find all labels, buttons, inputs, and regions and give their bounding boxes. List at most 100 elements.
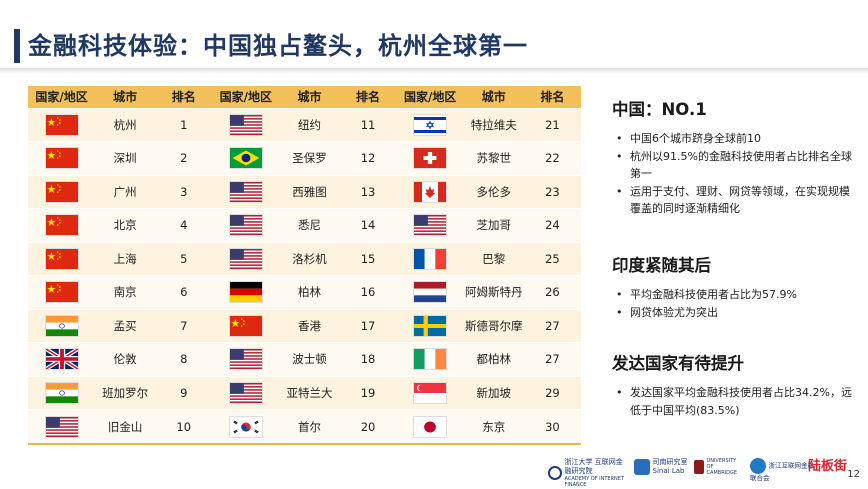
zju-logo-text-en: ACADEMY OF INTERNET FINANCE (564, 476, 625, 488)
rank-cell: 17 (339, 308, 397, 343)
zju-emblem-icon (548, 466, 562, 480)
city-cell: 北京 (95, 208, 156, 242)
section-developed: 发达国家有待提升 发达国家平均金融科技使用者占比34.2%，远低于中国平均(83… (612, 350, 852, 419)
city-cell: 柏林 (279, 275, 340, 309)
flag-cell (28, 308, 96, 343)
flag-cell (396, 275, 464, 309)
usa-flag-icon (228, 214, 263, 237)
table-row: 北京 4 悉尼 14 芝加哥 24 (28, 208, 581, 242)
table-row: 南京 6 柏林 16 阿姆斯特丹 26 (28, 275, 581, 309)
rank-cell: 5 (155, 241, 213, 276)
city-cell: 特拉维夫 (463, 107, 524, 142)
rank-cell: 18 (339, 342, 397, 376)
zju-logo-text: 浙江大学 互联网金融研究院 (564, 458, 623, 475)
rank-cell: 22 (523, 141, 581, 175)
city-cell: 首尔 (279, 409, 340, 443)
city-cell: 东京 (463, 409, 524, 443)
section-title: 发达国家有待提升 (612, 354, 744, 373)
china-flag-icon (44, 214, 79, 237)
rank-cell: 27 (523, 308, 581, 343)
flag-cell (212, 275, 280, 309)
ranking-table: 国家/地区 城市 排名 国家/地区 城市 排名 国家/地区 城市 排名 杭州 1 纽约 11 特拉维夫 2… (28, 86, 581, 443)
city-cell: 洛杉机 (279, 241, 340, 276)
page-title: 金融科技体验：中国独占鳌头，杭州全球第一 (28, 32, 528, 60)
city-cell: 悉尼 (279, 208, 340, 242)
flag-cell (396, 375, 464, 410)
city-cell: 香港 (279, 308, 340, 343)
rank-cell: 24 (523, 208, 581, 242)
flag-cell (396, 342, 464, 376)
flag-cell (212, 107, 280, 142)
rank-cell: 14 (339, 208, 397, 242)
city-cell: 多伦多 (463, 174, 524, 209)
rank-cell: 16 (339, 275, 397, 309)
usa-flag-icon (228, 348, 263, 371)
rank-cell: 3 (155, 174, 213, 209)
lubanjie-logo: 陆板街 (808, 459, 848, 474)
rank-cell: 13 (339, 174, 397, 209)
sinai-logo-text: 司南研究室 (652, 458, 688, 466)
china-flag-icon (44, 281, 79, 304)
section-india: 印度紧随其后 平均金融科技使用者占比为57.9% 网贷体验尤为突出 (612, 252, 797, 321)
usa-flag-icon (228, 381, 263, 404)
flag-cell (396, 174, 464, 209)
column-header: 排名 (339, 86, 397, 108)
china-flag-icon (44, 180, 79, 203)
flag-cell (212, 174, 280, 209)
city-cell: 孟买 (95, 308, 156, 343)
title-accent-bar (14, 29, 20, 63)
flag-cell (396, 141, 464, 175)
usa-flag-icon (228, 113, 263, 136)
bullet-item: 运用于支付、理财、网贷等领域，在实现规模覆盖的同时逐渐精细化 (612, 183, 852, 218)
section-title: 中国：NO.1 (612, 100, 707, 119)
flag-cell (28, 342, 96, 376)
netherlands-flag-icon (413, 281, 448, 304)
china-flag-icon (228, 314, 263, 337)
flag-cell (28, 107, 96, 142)
japan-flag-icon (413, 415, 448, 438)
column-header: 国家/地区 (396, 86, 464, 108)
switzerland-flag-icon (413, 147, 448, 170)
title-divider (0, 68, 868, 74)
rank-cell: 12 (339, 141, 397, 175)
flag-cell (28, 241, 96, 276)
flag-cell (396, 409, 464, 443)
flag-cell (28, 174, 96, 209)
germany-flag-icon (228, 281, 263, 304)
city-cell: 斯德哥尔摩 (463, 308, 524, 343)
section-title: 印度紧随其后 (612, 256, 711, 275)
table-header-row: 国家/地区 城市 排名 国家/地区 城市 排名 国家/地区 城市 排名 (28, 86, 581, 108)
france-flag-icon (413, 247, 448, 270)
flag-cell (28, 375, 96, 410)
israel-flag-icon (413, 113, 448, 136)
hz-association-logo: 浙江互联网金融联合会 (750, 458, 820, 482)
column-header: 排名 (523, 86, 581, 108)
column-header: 城市 (95, 86, 156, 108)
canada-flag-icon (413, 180, 448, 203)
city-cell: 纽约 (279, 107, 340, 142)
column-header: 城市 (463, 86, 524, 108)
flag-cell (212, 208, 280, 242)
rank-cell: 20 (339, 409, 397, 443)
city-cell: 苏黎世 (463, 141, 524, 175)
rank-cell: 15 (339, 241, 397, 276)
usa-flag-icon (228, 247, 263, 270)
rank-cell: 21 (523, 107, 581, 142)
rank-cell: 11 (339, 107, 397, 142)
sinai-icon (634, 459, 650, 475)
sweden-flag-icon (413, 314, 448, 337)
city-cell: 芝加哥 (463, 208, 524, 242)
cambridge-logo: UNIVERSITY OF CAMBRIDGE (694, 458, 742, 476)
usa-flag-icon (44, 415, 79, 438)
flag-cell (396, 308, 464, 343)
city-cell: 上海 (95, 241, 156, 276)
rank-cell: 23 (523, 174, 581, 209)
usa-flag-icon (228, 180, 263, 203)
rank-cell: 30 (523, 409, 581, 443)
hz-logo-text: 浙江互联网金融联合会 (750, 461, 815, 483)
india-flag-icon (44, 381, 79, 404)
city-cell: 都柏林 (463, 342, 524, 376)
korea-flag-icon (228, 415, 263, 438)
table-row: 孟买 7 香港 17 斯德哥尔摩 27 (28, 308, 581, 343)
table-row: 杭州 1 纽约 11 特拉维夫 21 (28, 107, 581, 142)
